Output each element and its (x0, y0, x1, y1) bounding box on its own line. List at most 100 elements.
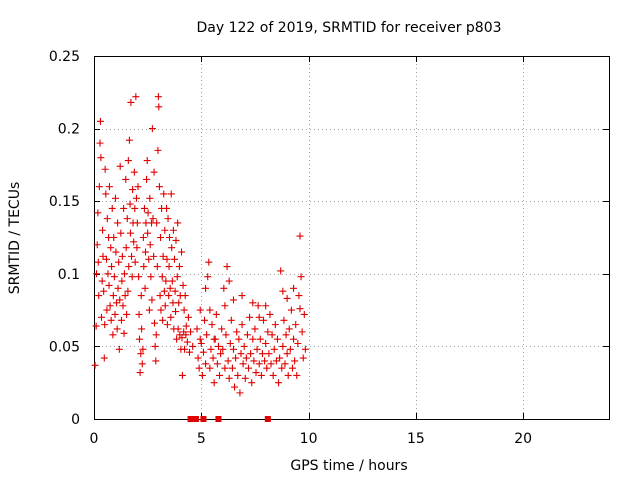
data-point (278, 364, 286, 372)
data-point (94, 258, 102, 266)
data-point (95, 292, 103, 300)
data-point (239, 360, 247, 368)
data-point (153, 219, 161, 227)
data-point (123, 215, 131, 223)
data-point (103, 215, 111, 223)
data-point (112, 248, 120, 256)
data-point (140, 204, 148, 212)
data-point (96, 139, 104, 147)
data-point (122, 244, 130, 252)
data-point (133, 244, 141, 252)
data-point (128, 273, 136, 281)
data-point (258, 350, 266, 358)
data-point (216, 371, 224, 379)
data-point (299, 354, 307, 362)
data-point (196, 335, 204, 343)
data-point (163, 255, 171, 263)
data-point (290, 335, 298, 343)
data-point (172, 236, 180, 244)
data-point (178, 371, 186, 379)
data-point (145, 255, 153, 263)
data-point (219, 345, 227, 353)
data-point (109, 331, 117, 339)
data-point (296, 305, 304, 313)
data-point (138, 325, 146, 333)
data-point (105, 281, 113, 289)
data-point (252, 369, 260, 377)
zero-level-marker (264, 416, 271, 422)
data-point (111, 310, 119, 318)
data-point (132, 194, 140, 202)
data-point (226, 339, 234, 347)
data-point (146, 241, 154, 249)
data-point (223, 263, 231, 271)
data-point (179, 281, 187, 289)
data-point (132, 93, 140, 101)
data-point (159, 252, 167, 260)
data-point (275, 379, 283, 387)
data-point (139, 234, 147, 241)
data-point (255, 313, 263, 321)
data-point (231, 383, 239, 391)
data-point (206, 306, 214, 314)
data-point (144, 209, 152, 217)
data-point (292, 321, 300, 329)
data-point (120, 204, 128, 212)
plot-frame (94, 56, 610, 420)
data-point (133, 219, 141, 227)
data-point (130, 168, 138, 176)
data-point (131, 258, 139, 266)
data-point (136, 369, 144, 377)
data-point (261, 357, 269, 365)
data-point (98, 277, 106, 285)
data-point (99, 252, 107, 260)
data-point (203, 331, 211, 339)
data-point (101, 165, 109, 173)
data-point (135, 310, 143, 318)
data-point (256, 335, 264, 343)
data-point (181, 345, 189, 353)
data-point (218, 325, 226, 333)
data-point (114, 219, 122, 227)
data-point (266, 310, 274, 318)
data-point (164, 215, 172, 223)
data-point (255, 360, 263, 368)
data-point (227, 316, 235, 324)
data-point (94, 209, 102, 217)
data-point (285, 325, 293, 333)
data-point (124, 157, 132, 165)
data-point (172, 308, 180, 316)
data-point (100, 354, 108, 362)
data-point (286, 345, 294, 353)
data-point (169, 226, 177, 234)
data-point (241, 374, 249, 382)
data-point (167, 313, 175, 321)
data-point (196, 306, 204, 314)
data-point (279, 287, 287, 295)
x-axis-tick-labels: 0 5 10 15 20 (90, 431, 533, 447)
data-point (100, 287, 108, 295)
x-tick-label: 15 (407, 431, 425, 447)
data-point (153, 263, 161, 271)
data-point (150, 168, 158, 176)
data-point (152, 331, 160, 339)
x-tick-label: 20 (514, 431, 532, 447)
data-point (158, 273, 166, 281)
data-point (246, 313, 254, 321)
data-point (201, 316, 209, 324)
data-point (117, 229, 125, 237)
data-point (116, 296, 124, 304)
data-point (113, 325, 121, 333)
data-point (280, 316, 288, 324)
data-point (143, 175, 151, 183)
data-point (247, 350, 255, 358)
data-point (130, 238, 138, 246)
data-point (107, 316, 115, 324)
grid-lines (94, 56, 609, 419)
y-tick-label: 0.25 (49, 49, 80, 65)
data-point (116, 162, 124, 170)
data-point (183, 338, 191, 346)
data-point (126, 229, 134, 237)
data-point (163, 204, 171, 212)
data-point (281, 360, 289, 368)
